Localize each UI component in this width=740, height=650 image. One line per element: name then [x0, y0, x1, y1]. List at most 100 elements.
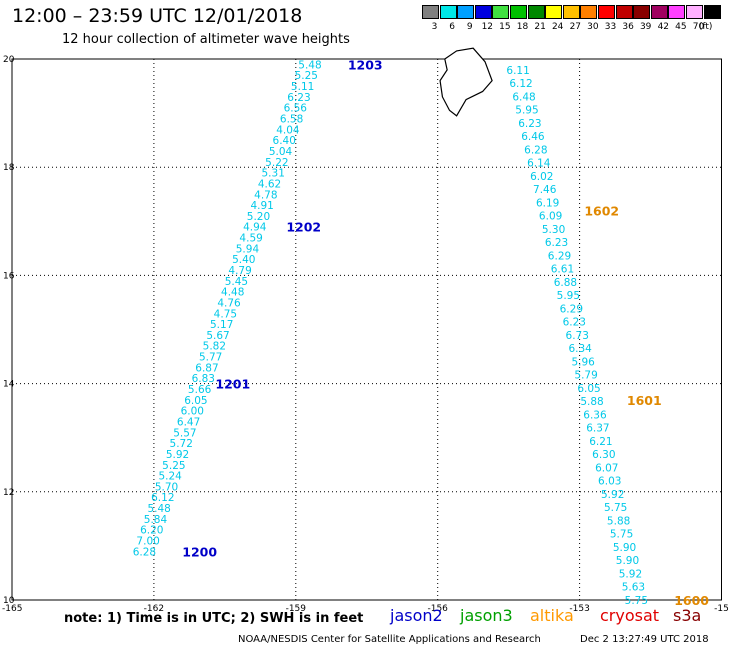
lat-tick-label: 16	[3, 271, 15, 281]
legend-jason2: jason2	[390, 606, 443, 625]
wave-height-value: 5.90	[616, 555, 639, 567]
pass-time-label: 1203	[348, 57, 383, 72]
wave-height-value: 4.79	[228, 265, 251, 277]
wave-height-value: 6.40	[273, 135, 296, 147]
wave-height-value: 5.20	[247, 211, 270, 223]
wave-height-value: 6.21	[589, 436, 612, 448]
wave-height-value: 4.62	[258, 178, 281, 190]
color-scale-swatch	[598, 5, 615, 19]
color-scale-swatch	[457, 5, 475, 19]
color-scale-label: 18	[516, 22, 529, 32]
wave-height-value: 5.31	[262, 168, 285, 180]
wave-height-value: 5.11	[291, 81, 314, 93]
color-scale-label: 9	[466, 22, 473, 32]
footer-credit: NOAA/NESDIS Center for Satellite Applica…	[238, 634, 541, 645]
color-scale-label: 24	[551, 22, 564, 32]
wave-height-value: 6.00	[181, 406, 204, 418]
wave-height-value: 5.95	[557, 290, 580, 302]
color-scale-label: 42	[657, 22, 670, 32]
wave-height-value: 5.79	[574, 370, 597, 382]
wave-height-value: 6.05	[184, 395, 207, 407]
wave-height-value: 6.58	[280, 114, 303, 126]
wave-height-value: 5.66	[188, 384, 212, 396]
wave-height-value: 6.46	[521, 131, 545, 143]
pass-time-label: 1602	[584, 203, 619, 218]
wave-height-value: 4.48	[221, 287, 244, 299]
color-scale-swatch	[668, 5, 686, 19]
color-scale-swatch	[439, 5, 457, 19]
wave-height-value: 6.12	[509, 78, 532, 90]
wave-height-value: 5.57	[173, 427, 196, 439]
wave-height-value: 5.88	[607, 515, 630, 527]
wave-height-value: 5.25	[162, 460, 185, 472]
wave-height-value: 6.48	[512, 91, 535, 103]
wave-height-value: 5.92	[166, 449, 189, 461]
wave-height-value: 6.47	[177, 416, 200, 428]
map-title: 12:00 – 23:59 UTC 12/01/2018	[12, 5, 303, 27]
wave-height-value: 5.48	[147, 503, 170, 515]
wave-height-value: 7.00	[136, 535, 159, 547]
color-scale-label: 36	[622, 22, 634, 32]
color-scale-label: 39	[639, 22, 652, 32]
color-scale-swatch	[615, 5, 633, 19]
wave-height-value: 7.46	[533, 184, 557, 196]
lat-tick-label: 10	[3, 596, 15, 606]
wave-height-value: 6.29	[548, 250, 571, 262]
wave-height-value: 6.11	[506, 65, 529, 77]
lat-tick-label: 12	[3, 488, 14, 498]
wave-height-value: 4.04	[276, 124, 300, 136]
wave-height-value: 6.83	[192, 373, 215, 385]
map-subtitle: 12 hour collection of altimeter wave hei…	[62, 32, 350, 47]
wave-height-value: 6.61	[551, 264, 574, 276]
wave-height-value: 5.88	[580, 396, 603, 408]
wave-height-value: 6.03	[598, 476, 621, 488]
wave-height-value: 6.09	[539, 211, 562, 223]
wave-height-value: 5.72	[170, 438, 193, 450]
color-scale-swatch	[703, 5, 721, 19]
lon-tick-label: -15	[714, 604, 729, 614]
color-scale-swatch	[422, 5, 439, 19]
wave-height-value: 6.36	[583, 409, 607, 421]
footer-timestamp: Dec 2 13:27:49 UTC 2018	[580, 634, 709, 645]
wave-height-value: 5.30	[542, 224, 565, 236]
pass-time-label: 1601	[627, 393, 662, 408]
legend-altika: altika	[530, 606, 574, 625]
wave-height-value: 5.75	[625, 595, 648, 607]
pass-time-label: 1202	[286, 220, 321, 235]
color-scale-label: 15	[499, 22, 511, 32]
lon-tick-label: -153	[569, 604, 589, 614]
wave-height-value: 4.59	[239, 233, 262, 245]
wave-height-value: 5.90	[613, 542, 636, 554]
pass-time-label: 1600	[674, 593, 709, 608]
wave-height-value: 6.34	[568, 343, 592, 355]
wave-height-value: 5.67	[206, 330, 229, 342]
color-scale-label: 21	[534, 22, 546, 32]
color-scale-label: 70	[692, 22, 705, 32]
wave-height-value: 5.92	[619, 568, 642, 580]
wave-height-value: 5.70	[155, 481, 178, 493]
lat-tick-label: 14	[3, 380, 15, 390]
wave-height-value: 6.23	[563, 317, 586, 329]
wave-height-value: 6.23	[287, 92, 310, 104]
lat-tick-label: 20	[3, 55, 15, 65]
color-scale-swatch	[686, 5, 703, 19]
wave-height-value: 4.75	[214, 308, 237, 320]
wave-height-value: 6.87	[195, 362, 218, 374]
wave-height-value: 5.96	[571, 356, 595, 368]
wave-height-value: 6.73	[566, 330, 589, 342]
wave-height-value: 6.02	[530, 171, 553, 183]
wave-height-value: 5.75	[604, 502, 627, 514]
color-scale-swatch	[510, 5, 527, 19]
legend-note: note: 1) Time is in UTC; 2) SWH is in fe…	[64, 611, 364, 626]
wave-height-value: 6.19	[536, 197, 559, 209]
wave-height-value: 6.28	[524, 144, 547, 156]
wave-height-value: 6.05	[577, 383, 600, 395]
color-scale-label: 45	[675, 22, 687, 32]
color-scale-swatch	[492, 5, 510, 19]
wave-height-value: 6.23	[545, 237, 568, 249]
color-scale-swatch	[633, 5, 651, 19]
legend-s3a: s3a	[673, 606, 702, 625]
wave-height-value: 5.95	[515, 105, 538, 117]
wave-height-value: 6.28	[133, 546, 156, 558]
